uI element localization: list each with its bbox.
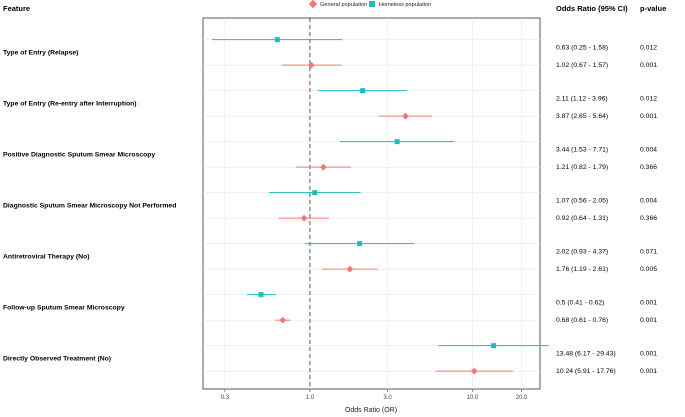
point-estimate-general [346,265,354,273]
x-tick-label: 3.0 [383,395,392,401]
point-estimate-general [307,61,315,69]
p-value: 0.366 [640,215,657,222]
point-estimate-homeless [491,343,497,349]
odds-ratio-value: 1.21 (0.82 - 1.79) [556,164,608,171]
point-estimate-general [279,316,287,324]
odds-ratio-value: 3.87 (2.65 - 5.64) [556,113,608,120]
p-value: 0.001 [640,62,657,69]
odds-ratio-value: 13.48 (6.17 - 29.43) [556,351,616,358]
p-value: 0.071 [640,249,657,256]
point-estimate-homeless [258,292,264,298]
point-estimate-homeless [312,190,318,196]
p-value: 0.001 [640,300,657,307]
p-value: 0.012 [640,96,657,103]
x-axis-ticks: 0.3 1.0 3.0 10.0 20.0 [221,389,528,401]
odds-ratio-value: 0.68 (0.61 - 0.76) [556,317,608,324]
p-value: 0.005 [640,266,657,273]
legend-label-general: General population [320,2,367,8]
odds-ratio-value: 1.07 (0.56 - 2.05) [556,198,608,205]
feature-label: Positive Diagnostic Sputum Smear Microsc… [3,152,155,159]
feature-label: Diagnostic Sputum Smear Microscopy Not P… [3,203,176,210]
feature-labels: Type of Entry (Relapse) Type of Entry (Re… [3,50,176,363]
x-tick-label: 0.3 [221,395,230,401]
p-value: 0.004 [640,147,657,154]
odds-ratio-value: 10.24 (5.91 - 17.76) [556,368,616,375]
p-value: 0.001 [640,113,657,120]
legend-marker-general [308,0,318,9]
p-value-column-header: p-value [640,4,666,13]
p-value: 0.004 [640,198,657,205]
p-value: 0.001 [640,368,657,375]
point-estimate-homeless [394,139,400,145]
feature-label: Follow-up Sputum Smear Microscopy [3,305,125,312]
x-axis-title: Odds Ratio (OR) [345,407,397,414]
x-tick-label: 10.0 [467,395,479,401]
point-estimate-general [319,163,327,171]
point-estimate-homeless [360,88,366,94]
feature-label: Antiretroviral Therapy (No) [3,254,90,261]
p-value: 0.001 [640,317,657,324]
odds-ratio-value: 1.76 (1.19 - 2.61) [556,266,608,273]
feature-column-header: Feature [3,4,30,13]
p-value: 0.012 [640,45,657,52]
odds-ratio-value: 0.5 (0.41 - 0.62) [556,300,604,307]
point-estimate-homeless [357,241,363,247]
x-tick-label: 1.0 [306,395,315,401]
point-estimate-homeless [274,37,280,43]
odds-ratio-value: 1.02 (0.67 - 1.57) [556,62,608,69]
x-tick-label: 20.0 [516,395,528,401]
point-estimate-general [300,214,308,222]
odds-ratio-value: 2.11 (1.12 - 3.96) [556,96,608,103]
odds-ratio-value: 0.92 (0.64 - 1.31) [556,215,608,222]
feature-label: Directly Observed Treatment (No) [3,356,111,363]
legend-label-homeless: Homeless population [379,2,431,8]
p-value: 0.001 [640,351,657,358]
legend-item-general: General population [308,0,367,9]
odds-ratio-column-header: Odds Ratio (95% CI) [556,4,628,13]
data-marks [212,37,549,375]
plot-panel [202,17,541,390]
odds-ratio-value: 0.63 (0.25 - 1.58) [556,45,608,52]
legend-item-homeless: Homeless population [369,1,431,8]
legend: General population Homeless population [308,0,431,9]
legend-marker-homeless [369,1,375,7]
p-value: 0.366 [640,164,657,171]
feature-label: Type of Entry (Re-entry after Interrupti… [3,101,137,108]
odds-ratio-value: 3.44 (1.53 - 7.71) [556,147,608,154]
point-estimate-general [402,112,409,120]
point-estimate-general [470,367,478,375]
odds-ratio-value: 2.02 (0.93 - 4.37) [556,249,608,256]
results-table: 0.63 (0.25 - 1.58) 0.012 1.02 (0.67 - 1.57… [556,45,657,375]
feature-label: Type of Entry (Relapse) [3,50,78,57]
